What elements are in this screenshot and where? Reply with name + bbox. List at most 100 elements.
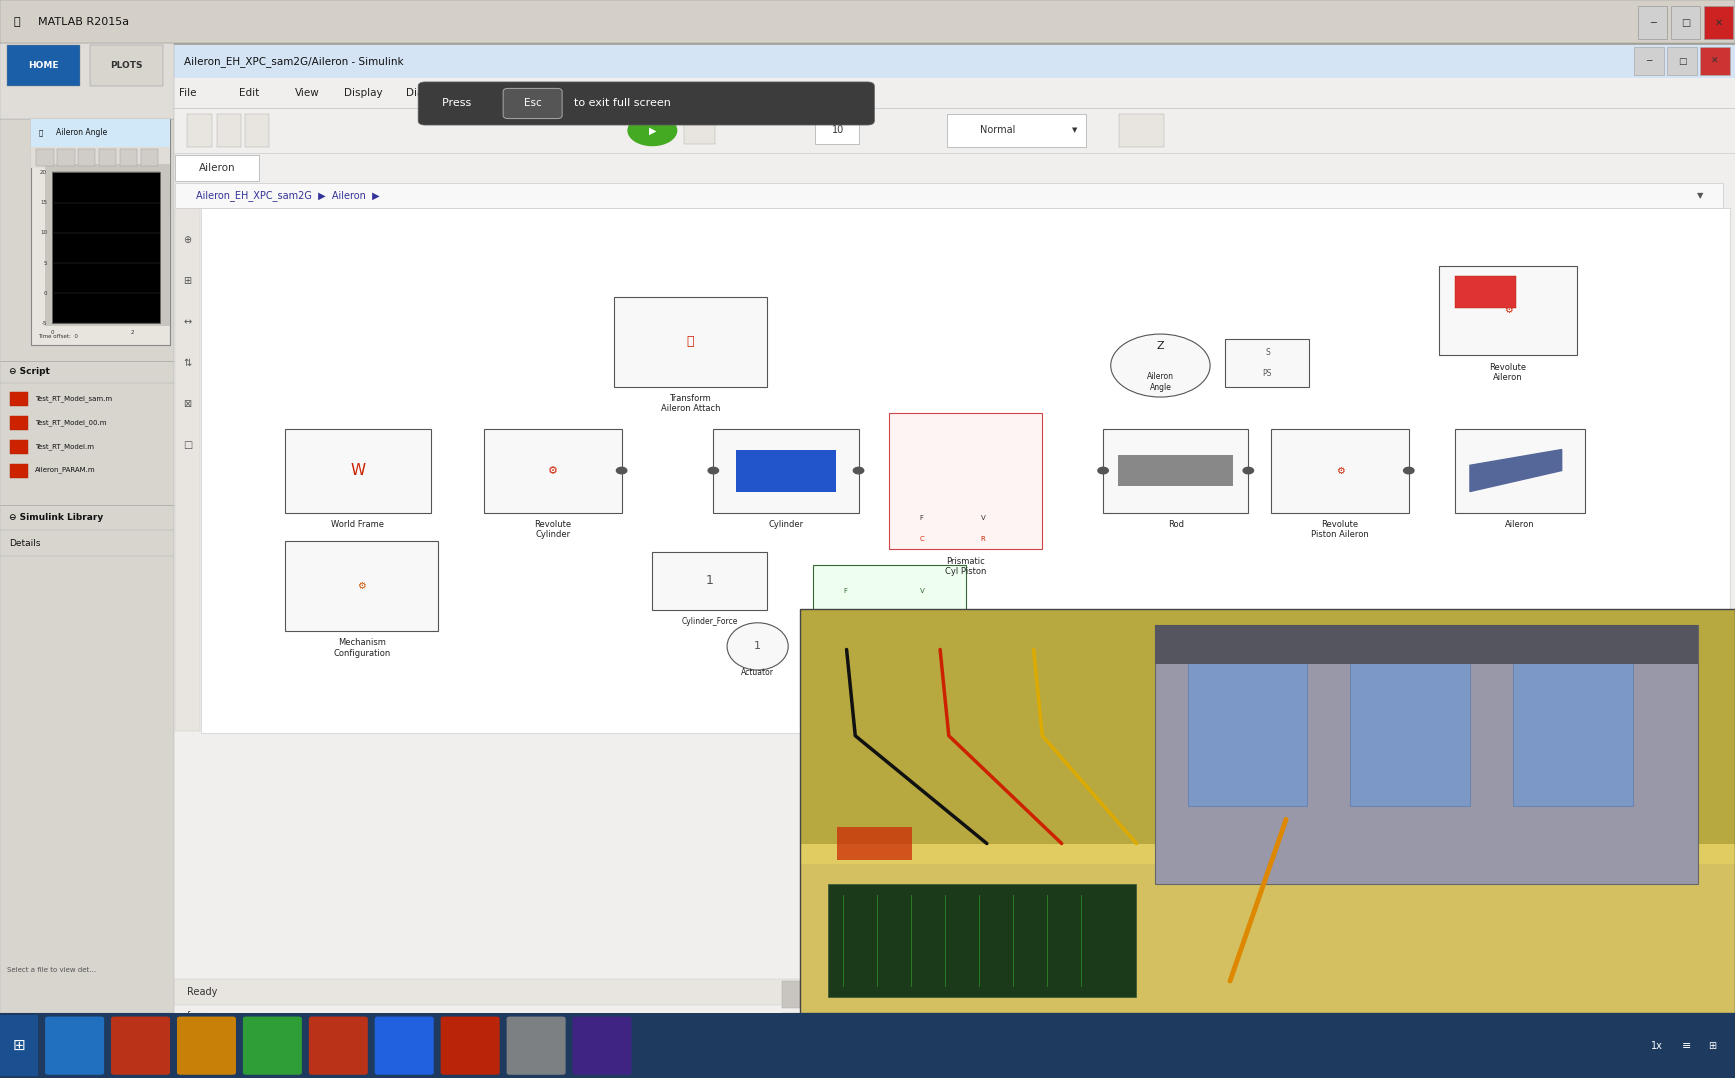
FancyBboxPatch shape (0, 1013, 1735, 1078)
FancyBboxPatch shape (0, 119, 174, 1013)
FancyBboxPatch shape (815, 116, 859, 144)
Text: ⊖ Simulink Library: ⊖ Simulink Library (9, 513, 102, 522)
FancyBboxPatch shape (484, 429, 621, 512)
Circle shape (628, 115, 677, 146)
FancyBboxPatch shape (1454, 276, 1516, 308)
FancyBboxPatch shape (31, 119, 170, 345)
Text: 10: 10 (831, 125, 845, 136)
Text: ⇅: ⇅ (184, 358, 191, 369)
Text: Test_RT_Model_00.m: Test_RT_Model_00.m (35, 419, 106, 426)
FancyBboxPatch shape (812, 565, 965, 680)
Text: R: R (920, 646, 925, 652)
Text: F: F (843, 589, 847, 594)
Circle shape (1404, 468, 1414, 474)
FancyBboxPatch shape (217, 114, 241, 147)
Text: Aileron_EH_XPC_sam2G/Aileron - Simulink: Aileron_EH_XPC_sam2G/Aileron - Simulink (184, 56, 404, 67)
FancyBboxPatch shape (684, 116, 715, 144)
Text: V: V (980, 515, 985, 521)
Text: Aileron: Aileron (1147, 372, 1175, 381)
Text: load: load (821, 1013, 843, 1022)
Circle shape (616, 468, 626, 474)
Text: 20: 20 (40, 170, 47, 175)
Text: 100%: 100% (937, 986, 968, 997)
FancyBboxPatch shape (441, 1017, 500, 1075)
FancyBboxPatch shape (1225, 340, 1310, 387)
Text: ⊞: ⊞ (1709, 1040, 1716, 1051)
FancyBboxPatch shape (782, 981, 800, 1008)
FancyBboxPatch shape (1440, 266, 1577, 355)
Text: 1: 1 (706, 575, 713, 588)
Text: Press: Press (442, 98, 475, 109)
FancyBboxPatch shape (838, 828, 913, 860)
FancyBboxPatch shape (170, 1013, 803, 1022)
FancyBboxPatch shape (507, 1017, 566, 1075)
FancyBboxPatch shape (141, 149, 158, 166)
FancyBboxPatch shape (31, 119, 170, 147)
Text: 15: 15 (40, 201, 47, 205)
Text: 🔶: 🔶 (38, 129, 42, 136)
Text: Angle: Angle (1150, 383, 1171, 391)
Text: ⚙: ⚙ (548, 466, 559, 475)
Text: □: □ (182, 440, 193, 451)
FancyBboxPatch shape (1156, 625, 1697, 664)
FancyBboxPatch shape (947, 114, 1086, 147)
FancyBboxPatch shape (800, 609, 1735, 1013)
FancyBboxPatch shape (888, 413, 1043, 550)
FancyBboxPatch shape (736, 450, 836, 492)
FancyBboxPatch shape (1638, 6, 1667, 39)
Text: Tools: Tools (756, 87, 782, 98)
FancyBboxPatch shape (10, 416, 28, 430)
FancyBboxPatch shape (0, 43, 174, 119)
Text: TetaDoop_: TetaDoop_ (821, 1015, 868, 1024)
Text: 1: 1 (755, 641, 762, 651)
Text: Revolute
Cylinder: Revolute Cylinder (534, 520, 571, 539)
Text: Code: Code (687, 87, 713, 98)
Text: Simulation: Simulation (496, 87, 552, 98)
FancyBboxPatch shape (243, 1017, 302, 1075)
Text: Aileron_EH_XPC_sam2G  ▶  Aileron  ▶: Aileron_EH_XPC_sam2G ▶ Aileron ▶ (196, 190, 380, 201)
FancyBboxPatch shape (245, 114, 269, 147)
Text: ⚙: ⚙ (1504, 305, 1513, 316)
Text: Help: Help (812, 87, 836, 98)
Text: Select a file to view det…: Select a file to view det… (7, 967, 95, 973)
Text: HOME: HOME (28, 61, 59, 70)
Text: File: File (179, 87, 196, 98)
Text: Test_RT_Model.m: Test_RT_Model.m (35, 443, 94, 450)
FancyBboxPatch shape (1704, 6, 1733, 39)
Text: ↔: ↔ (184, 317, 191, 328)
Text: Translational
Simscape Intf: Translational Simscape Intf (862, 688, 914, 707)
FancyBboxPatch shape (36, 149, 54, 166)
Text: Details: Details (9, 539, 40, 548)
FancyBboxPatch shape (1272, 429, 1409, 512)
FancyBboxPatch shape (285, 429, 430, 512)
Text: 0: 0 (43, 291, 47, 295)
FancyBboxPatch shape (10, 464, 28, 478)
Text: Aileron: Aileron (1504, 520, 1534, 529)
FancyBboxPatch shape (10, 392, 28, 406)
FancyBboxPatch shape (120, 149, 137, 166)
FancyBboxPatch shape (285, 541, 439, 631)
FancyBboxPatch shape (90, 45, 163, 86)
FancyBboxPatch shape (652, 552, 767, 610)
Text: C: C (843, 646, 848, 652)
Text: PS: PS (1263, 369, 1272, 378)
Text: 0: 0 (50, 330, 54, 335)
FancyBboxPatch shape (177, 1017, 236, 1075)
FancyBboxPatch shape (170, 108, 1735, 153)
Text: Esc: Esc (524, 98, 541, 109)
Text: Aileron Angle: Aileron Angle (56, 128, 108, 137)
Text: W: W (350, 464, 366, 478)
Text: Elapsed time is 11.8977: Elapsed time is 11.8977 (187, 1013, 297, 1022)
Text: ─: ─ (1647, 57, 1652, 66)
FancyBboxPatch shape (175, 155, 259, 181)
FancyBboxPatch shape (1350, 651, 1470, 806)
Text: View: View (295, 87, 319, 98)
Ellipse shape (727, 623, 788, 671)
Circle shape (708, 468, 718, 474)
Text: ▼: ▼ (1697, 191, 1704, 199)
Text: ⊕: ⊕ (184, 235, 191, 246)
FancyBboxPatch shape (782, 1013, 803, 1022)
FancyBboxPatch shape (52, 172, 160, 323)
FancyBboxPatch shape (170, 45, 1735, 78)
FancyBboxPatch shape (1513, 651, 1633, 806)
